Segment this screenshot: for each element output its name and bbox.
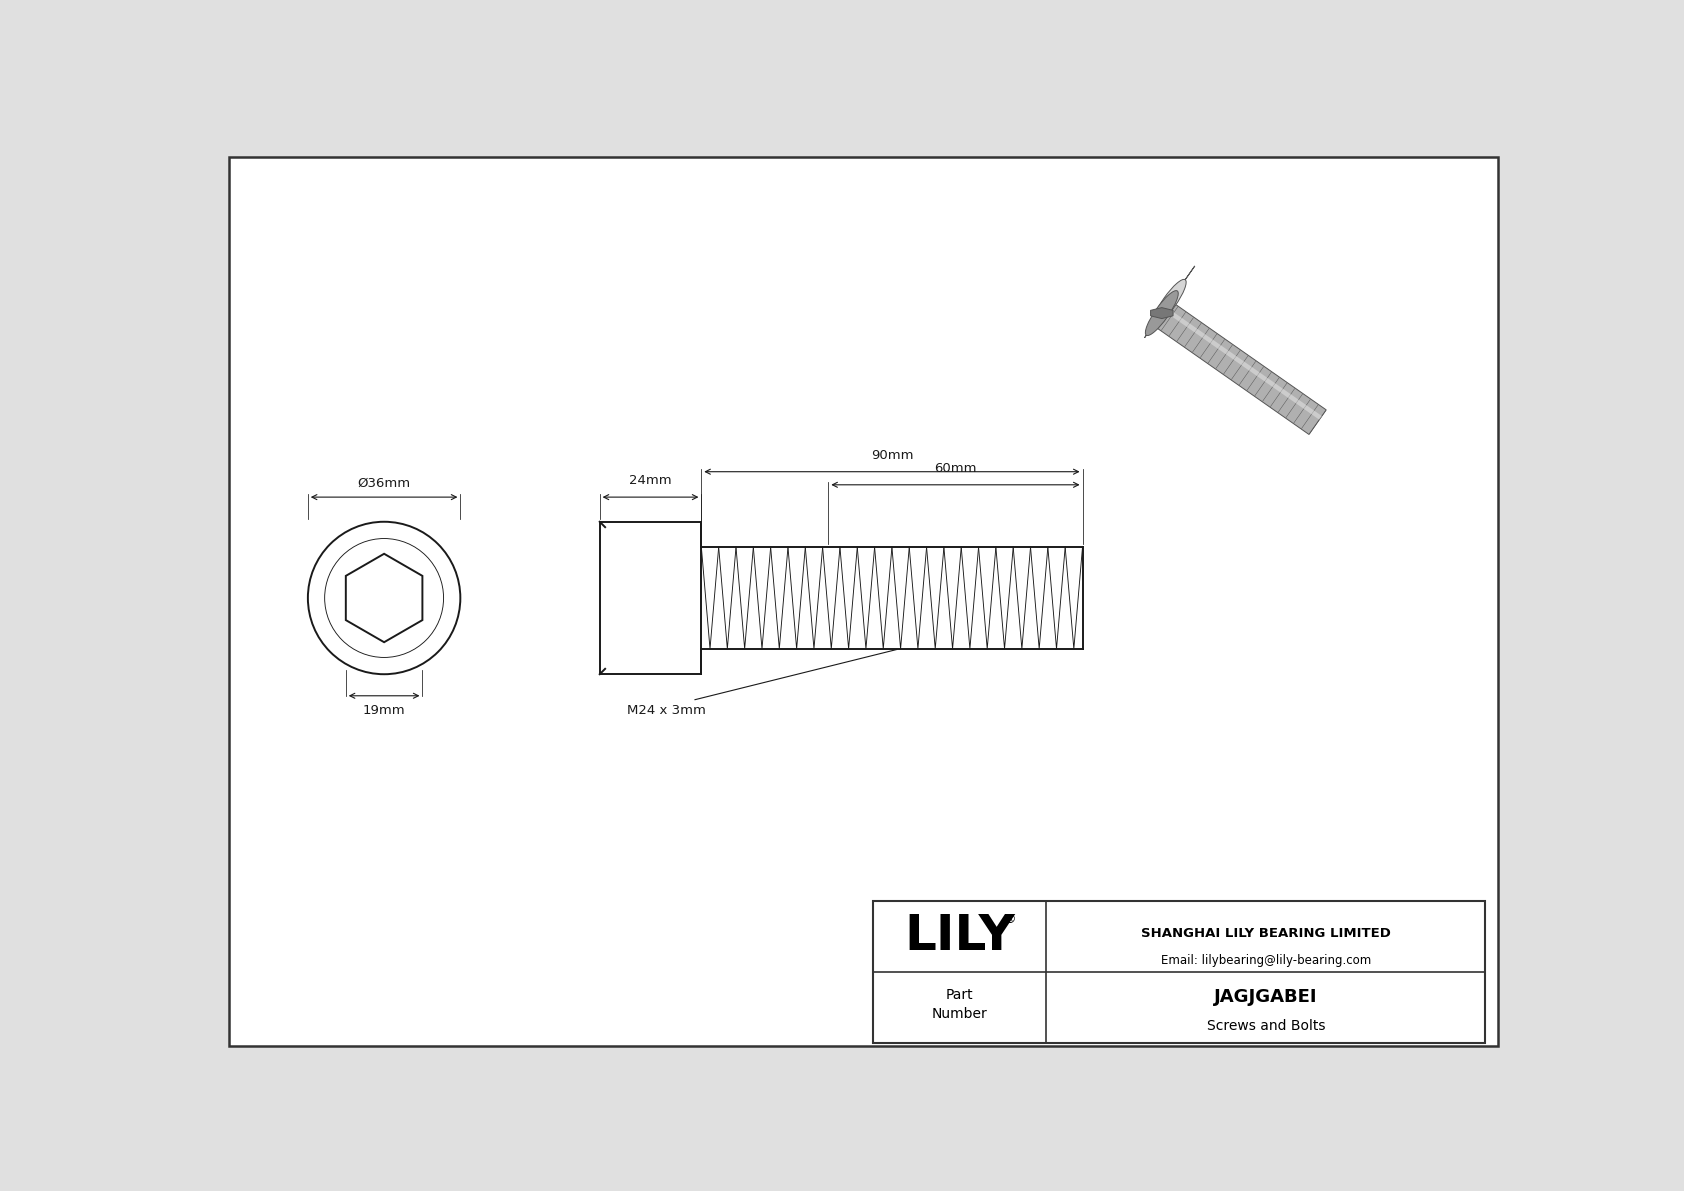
Text: Part
Number: Part Number (931, 987, 987, 1022)
Bar (872, 900, 1485, 1043)
Text: Ø36mm: Ø36mm (357, 476, 411, 490)
Text: JAGJGABEI: JAGJGABEI (1214, 989, 1317, 1006)
Text: M24 x 3mm: M24 x 3mm (626, 704, 706, 717)
Polygon shape (1164, 307, 1322, 419)
Text: Email: lilybearing@lily-bearing.com: Email: lilybearing@lily-bearing.com (1160, 954, 1371, 967)
Polygon shape (1150, 307, 1174, 318)
Text: Screws and Bolts: Screws and Bolts (1206, 1019, 1325, 1033)
Polygon shape (345, 554, 423, 642)
Ellipse shape (1154, 280, 1186, 324)
Text: 90mm: 90mm (871, 449, 913, 462)
Circle shape (325, 538, 443, 657)
Text: ®: ® (1004, 912, 1015, 925)
Circle shape (308, 522, 460, 674)
Bar (600, 522, 701, 674)
Text: LILY: LILY (904, 912, 1015, 960)
Text: 60mm: 60mm (935, 462, 977, 475)
Ellipse shape (1145, 291, 1179, 336)
Polygon shape (1145, 266, 1196, 338)
Text: 24mm: 24mm (630, 474, 672, 487)
Polygon shape (1154, 301, 1327, 435)
Text: SHANGHAI LILY BEARING LIMITED: SHANGHAI LILY BEARING LIMITED (1140, 927, 1391, 940)
Text: 19mm: 19mm (362, 704, 406, 717)
